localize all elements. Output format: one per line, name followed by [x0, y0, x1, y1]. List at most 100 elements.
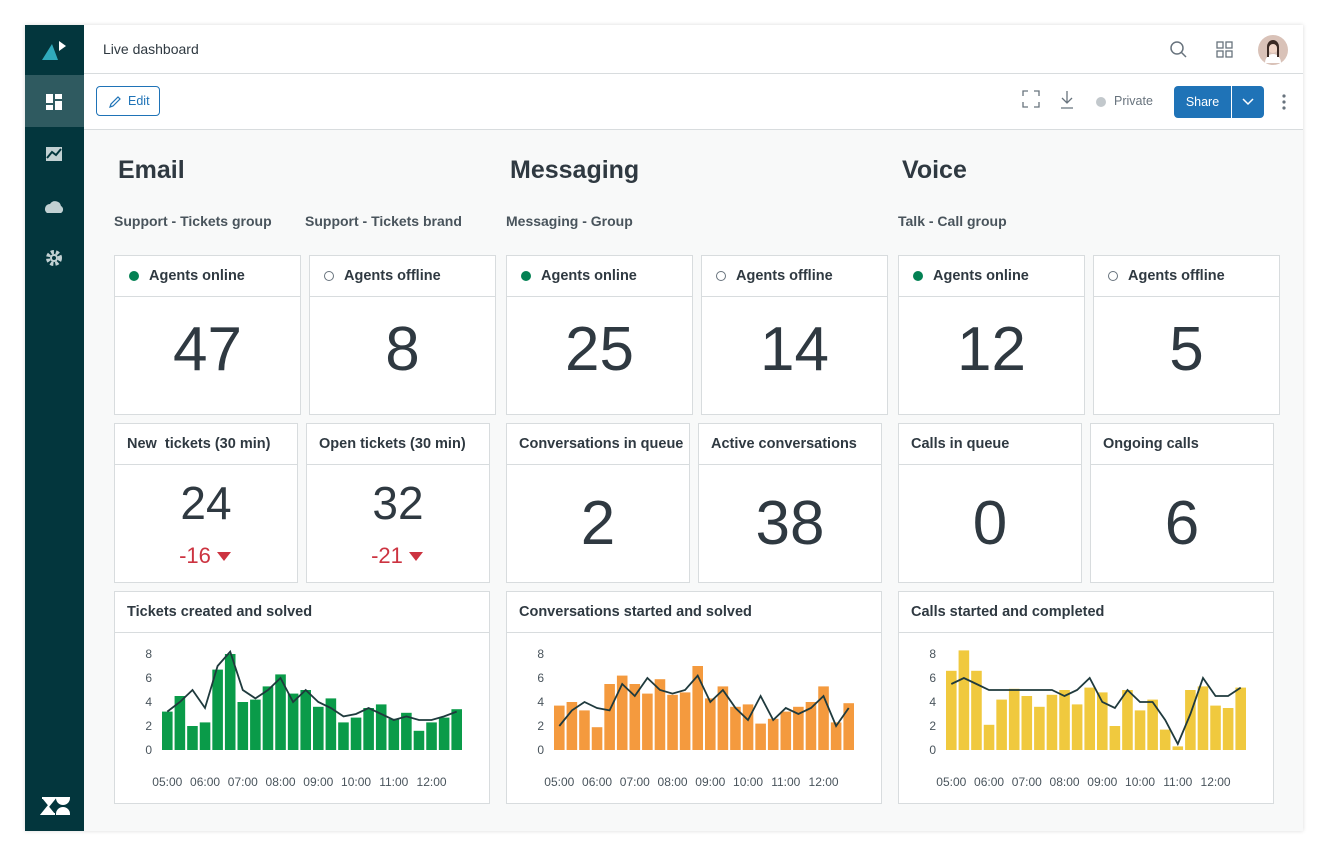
nav-upload[interactable]: [44, 201, 64, 213]
apps-icon[interactable]: [1216, 41, 1233, 58]
nav-settings[interactable]: [46, 250, 62, 266]
app-frame: Live dashboard Edit Private Share Email S…: [25, 25, 1303, 831]
y-tick-label: 4: [537, 695, 544, 709]
bar: [1185, 690, 1196, 750]
more-icon[interactable]: [1280, 92, 1288, 112]
x-tick-label: 10:00: [1125, 775, 1155, 789]
status-card: Agents online 47: [114, 255, 301, 415]
y-tick-label: 6: [537, 671, 544, 685]
nav-settings[interactable]: [50, 254, 58, 262]
y-tick-label: 8: [929, 647, 936, 661]
change-value: -16: [179, 543, 211, 568]
card-header: Agents online: [115, 256, 300, 297]
x-tick-label: 12:00: [809, 775, 839, 789]
card-value: 38: [755, 489, 825, 558]
bar: [375, 704, 387, 750]
bar: [300, 690, 311, 750]
bar: [554, 705, 565, 750]
bar: [262, 686, 274, 750]
share-menu-button[interactable]: [1232, 86, 1264, 118]
down-arrow-shape: [408, 552, 423, 561]
search-icon[interactable]: [1180, 51, 1187, 58]
top-bar: Live dashboard: [84, 25, 1303, 74]
bar: [1084, 687, 1095, 750]
bar: [388, 718, 400, 750]
download-icon[interactable]: [1061, 91, 1073, 109]
chart-card: Tickets created and solved 0 2 4 6 8 05:00 06:0…: [114, 591, 490, 804]
metric-card: Ongoing calls 6: [1090, 423, 1274, 583]
bar: [426, 722, 437, 750]
bar: [451, 709, 462, 750]
line: [558, 673, 850, 728]
y-tick-label: 4: [929, 695, 936, 709]
bar: [629, 684, 641, 750]
edit-label: Edit: [128, 94, 150, 108]
visibility-dot: [1096, 97, 1106, 107]
edit-button[interactable]: Edit: [96, 86, 160, 116]
group-label: Messaging - Group: [506, 213, 633, 229]
bar: [692, 666, 703, 750]
chart-title: Tickets created and solved: [115, 592, 489, 633]
bar: [212, 669, 223, 750]
nav-dashboard[interactable]: [46, 94, 62, 110]
bar: [1222, 708, 1234, 750]
metric-card: Active conversations 38: [698, 423, 882, 583]
line: [166, 649, 458, 721]
bar: [958, 650, 970, 750]
status-dot: [324, 271, 334, 281]
x-tick-label: 11:00: [379, 775, 408, 789]
nav-reports[interactable]: [46, 147, 62, 161]
bar: [401, 712, 412, 750]
fullscreen-icon[interactable]: [1022, 90, 1040, 108]
x-tick-label: 08:00: [658, 775, 688, 789]
status-card: Agents online 12: [898, 255, 1085, 415]
card-label: Agents offline: [1128, 268, 1225, 284]
card-header: Agents offline: [310, 256, 495, 297]
change-value: -21: [371, 543, 403, 568]
card-value: 24: [180, 477, 232, 529]
bar: [1097, 692, 1108, 750]
y-tick-label: 6: [145, 671, 152, 685]
bar: [1122, 690, 1133, 750]
bar: [742, 704, 754, 750]
chart-title: Conversations started and solved: [507, 592, 881, 633]
bar: [174, 696, 186, 750]
x-tick-label: 10:00: [341, 775, 371, 789]
logo: [42, 44, 58, 60]
card-label: Agents online: [541, 268, 637, 284]
bar: [566, 702, 578, 750]
section-title: Messaging: [510, 156, 640, 184]
section-title: Voice: [902, 156, 967, 184]
bar: [1147, 699, 1158, 750]
bar: [237, 702, 249, 750]
bar: [730, 706, 741, 750]
bar: [1071, 704, 1083, 750]
x-tick-label: 08:00: [1050, 775, 1080, 789]
bar: [162, 711, 173, 750]
x-tick-label: 07:00: [1012, 775, 1042, 789]
bar: [679, 692, 691, 750]
group-label: Support - Tickets group: [114, 213, 272, 229]
x-tick-label: 10:00: [733, 775, 763, 789]
sidebar: [25, 25, 84, 831]
x-tick-label: 09:00: [1087, 775, 1117, 789]
y-tick-label: 2: [537, 719, 544, 733]
sidebar-icons: [25, 41, 84, 815]
status-dot: [716, 271, 726, 281]
bar: [1034, 706, 1045, 750]
bar: [275, 674, 286, 750]
card-value: 5: [1169, 315, 1204, 384]
status-card: Agents offline 8: [309, 255, 496, 415]
share-button[interactable]: Share: [1174, 86, 1231, 118]
bar: [1008, 688, 1020, 750]
brand-logo: [39, 797, 71, 815]
line: [950, 676, 1242, 747]
bar: [1134, 710, 1146, 750]
bar: [667, 694, 678, 750]
nav-active: [25, 75, 84, 127]
bar: [224, 654, 236, 750]
search-icon[interactable]: [1170, 41, 1184, 55]
x-tick-label: 08:00: [266, 775, 296, 789]
status-dot: [1108, 271, 1118, 281]
